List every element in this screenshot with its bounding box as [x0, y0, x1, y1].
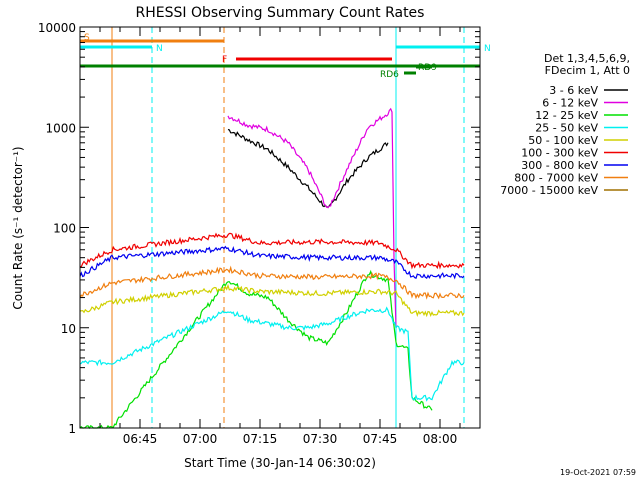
- y-tick-label-1: 10: [61, 322, 76, 336]
- flag-label-6: RD9: [418, 63, 437, 73]
- legend-label-1: 6 - 12 keV: [542, 97, 598, 110]
- flag-label-0: S: [84, 33, 90, 43]
- legend-label-4: 50 - 100 keV: [528, 134, 598, 147]
- y-tick-label-0: 1: [68, 422, 76, 436]
- x-tick-label-4: 07:45: [363, 432, 398, 446]
- series-line-0: [227, 128, 389, 209]
- y-axis-label: Count Rate (s⁻¹ detector⁻¹): [11, 146, 25, 309]
- legend: Det 1,3,4,5,6,9,FDecim 1, Att 0 3 - 6 keV…: [500, 52, 630, 197]
- flag-label-3: F: [222, 55, 227, 65]
- plot-frame: [79, 26, 481, 429]
- x-tick-label-2: 07:15: [243, 432, 278, 446]
- legend-label-8: 7000 - 15000 keV: [500, 184, 598, 197]
- x-axis-label: Start Time (30-Jan-14 06:30:02): [184, 456, 376, 470]
- y-tick-label-3: 1000: [45, 121, 76, 135]
- series-line-1: [227, 107, 397, 328]
- x-tick-label-0: 06:45: [123, 432, 158, 446]
- legend-label-7: 800 - 7000 keV: [514, 172, 598, 185]
- x-tick-label-5: 08:00: [423, 432, 458, 446]
- series-line-4: [79, 283, 465, 318]
- flag-label-2: N: [484, 44, 491, 54]
- series-line-3: [79, 306, 465, 402]
- series-line-6: [79, 245, 465, 280]
- chart-title: RHESSI Observing Summary Count Rates: [136, 5, 425, 21]
- series-line-2: [79, 269, 433, 430]
- x-tick-label-1: 07:00: [183, 432, 218, 446]
- legend-label-5: 100 - 300 keV: [521, 147, 598, 160]
- y-tick-label-2: 100: [53, 222, 76, 236]
- timestamp: 19-Oct-2021 07:59: [560, 468, 636, 477]
- series-line-7: [79, 265, 465, 300]
- flag-label-1: N: [156, 44, 163, 54]
- legend-header-1: FDecim 1, Att 0: [545, 64, 630, 77]
- legend-label-6: 300 - 800 keV: [521, 159, 598, 172]
- legend-label-0: 3 - 6 keV: [549, 84, 598, 97]
- flag-label-5: RD6: [380, 70, 399, 80]
- x-tick-label-3: 07:30: [303, 432, 338, 446]
- y-tick-label-4: 10000: [38, 21, 76, 35]
- series-line-5: [79, 232, 465, 270]
- legend-header-0: Det 1,3,4,5,6,9,: [544, 52, 630, 65]
- legend-label-3: 25 - 50 keV: [535, 122, 598, 135]
- legend-label-2: 12 - 25 keV: [535, 109, 598, 122]
- plot-area: S N N F RD6 RD9 1 10 100 1000 10000 06:45 07:00 07:15…: [38, 21, 491, 446]
